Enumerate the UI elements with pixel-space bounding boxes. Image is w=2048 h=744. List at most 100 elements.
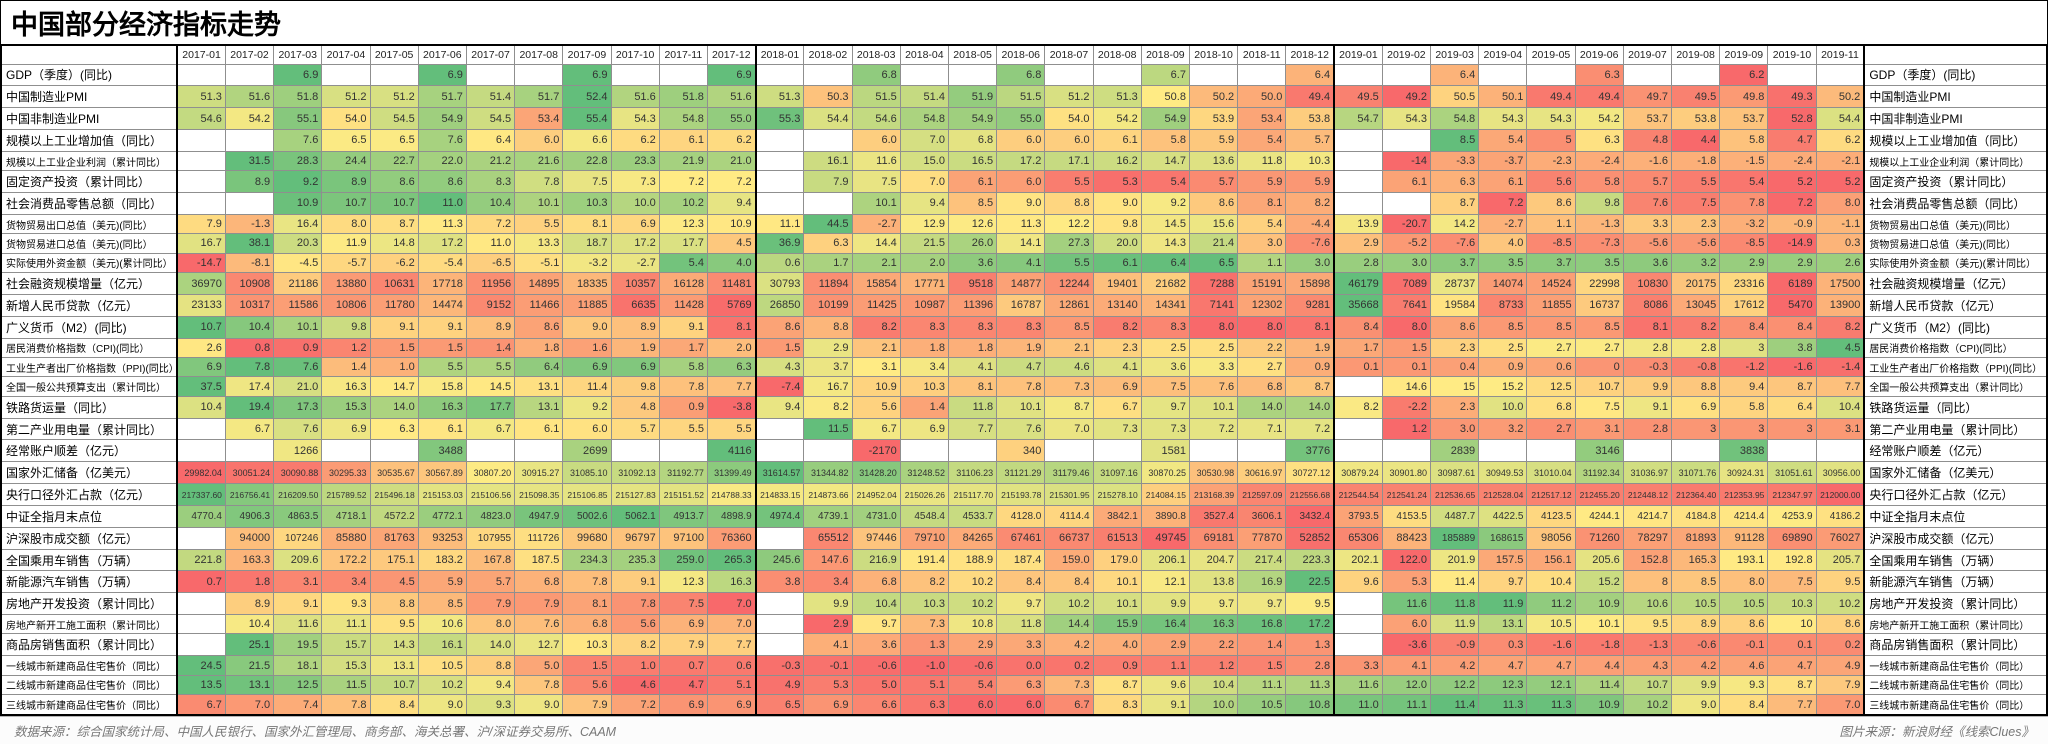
data-cell: 12.1 <box>1526 674 1576 696</box>
data-cell: -8.1 <box>224 252 275 274</box>
data-cell: 4487.7 <box>1429 504 1480 528</box>
data-cell: 5.8 <box>1574 170 1624 194</box>
data-cell: 202.1 <box>1333 548 1383 572</box>
data-cell: 15.0 <box>899 150 949 172</box>
data-cell: 2.3 <box>1429 337 1480 358</box>
data-cell: 7.8 <box>610 592 660 616</box>
data-cell: 15.9 <box>1092 614 1142 635</box>
data-cell: 2699 <box>562 439 612 463</box>
data-cell: 16.4 <box>1140 614 1190 635</box>
data-cell: 12.2 <box>1044 213 1094 235</box>
data-cell <box>803 128 853 152</box>
data-cell: 10.1 <box>273 315 323 339</box>
data-cell: 5.7 <box>1622 170 1673 194</box>
data-cell: 212544.54 <box>1333 483 1383 506</box>
data-cell: 13140 <box>1092 293 1142 317</box>
data-cell: 8086 <box>1622 293 1673 317</box>
data-cell: 5.1 <box>899 674 949 696</box>
data-cell: 9.5 <box>1622 614 1673 635</box>
data-cell: 67461 <box>996 526 1046 550</box>
row-label-left: 中证全指月末点位 <box>0 504 179 528</box>
data-cell: 2.3 <box>1092 337 1142 358</box>
data-cell: 8.6 <box>1719 614 1769 635</box>
data-cell: 77870 <box>1237 526 1287 550</box>
data-cell: 4.7 <box>1526 655 1576 676</box>
data-cell: 6.6 <box>562 128 612 152</box>
data-cell: 52.4 <box>562 85 612 109</box>
data-cell: 51.5 <box>996 85 1046 109</box>
data-cell <box>658 439 708 463</box>
data-cell: 15.2 <box>1574 570 1624 594</box>
data-cell: 71260 <box>1574 526 1624 550</box>
data-cell: 8.1 <box>1237 192 1287 215</box>
data-cell <box>610 439 660 463</box>
table-row: 中国制造业PMI 51.3 51.6 51.8 51.2 51.2 51.7 51.4 51.7… <box>0 85 2048 109</box>
data-cell: 31121.29 <box>996 461 1046 485</box>
row-label-right: 固定资产投资（累计同比） <box>1863 170 2048 194</box>
data-cell: 7.3 <box>610 170 660 194</box>
data-cell: 9.4 <box>755 395 805 419</box>
data-cell: 53.8 <box>1285 107 1336 130</box>
data-cell: 2.5 <box>1478 337 1528 358</box>
data-cell: 0.3 <box>1478 633 1528 657</box>
data-cell: 24.5 <box>176 655 226 676</box>
data-cell: 2.7 <box>1574 337 1624 358</box>
data-cell: 11.0 <box>465 233 516 254</box>
data-cell: 9.2 <box>273 170 323 194</box>
data-cell: 6635 <box>610 293 660 317</box>
data-cell: 11.8 <box>1429 592 1480 616</box>
data-cell: 214952.04 <box>851 483 901 506</box>
data-cell: 15.2 <box>1478 376 1528 397</box>
data-cell: 10.5 <box>1719 592 1769 616</box>
data-cell: 5.7 <box>465 570 516 594</box>
data-cell: 11.1 <box>1237 674 1287 696</box>
data-cell: 2.6 <box>1815 252 1866 274</box>
data-cell: 50.2 <box>1188 85 1239 109</box>
data-cell: 1.1 <box>1237 252 1287 274</box>
data-cell: 10.1 <box>1092 592 1142 616</box>
data-cell: 4.6 <box>1719 655 1769 676</box>
data-cell: 8.9 <box>321 170 371 194</box>
row-label-left: 国家外汇储备（亿美元） <box>0 461 179 485</box>
data-cell: 5.5 <box>1044 170 1094 194</box>
data-cell: 3.1 <box>1574 417 1624 441</box>
data-cell: 6.9 <box>610 356 660 378</box>
data-cell: 12.9 <box>899 213 949 235</box>
data-cell <box>321 439 371 463</box>
data-cell: 50.1 <box>1478 85 1528 109</box>
row-label-left: 房地产新开工施工面积（累计同比） <box>0 614 179 635</box>
data-cell: 234.3 <box>562 548 612 572</box>
data-cell: 7.5 <box>658 592 708 616</box>
data-cell: 6.0 <box>947 694 998 716</box>
data-cell: 11.6 <box>1381 592 1431 616</box>
page-title: 中国部分经济指标走势 <box>0 0 2048 44</box>
data-cell: 4.2 <box>1429 655 1480 676</box>
data-cell: 50.0 <box>1237 85 1287 109</box>
data-cell: 6.7 <box>465 417 516 441</box>
data-cell: 4214.7 <box>1622 504 1673 528</box>
data-cell: 51.6 <box>610 85 660 109</box>
data-cell <box>1670 439 1721 463</box>
data-cell <box>224 439 275 463</box>
data-cell: -2.7 <box>851 213 901 235</box>
data-cell: 2.9 <box>803 337 853 358</box>
data-cell: 2839 <box>1429 439 1480 463</box>
data-cell: 14.3 <box>1140 233 1190 254</box>
row-label-right: 新能源汽车销售（万辆） <box>1863 570 2048 594</box>
data-cell: 51.3 <box>1092 85 1142 109</box>
data-cell: 206.1 <box>1140 548 1190 572</box>
data-cell: 1.7 <box>1333 337 1383 358</box>
data-cell: 7.6 <box>273 417 323 441</box>
data-cell: 38.1 <box>224 233 275 254</box>
data-cell: 8.8 <box>803 315 853 339</box>
data-cell: 4770.4 <box>176 504 226 528</box>
data-cell: 185889 <box>1429 526 1480 550</box>
data-cell: 2.7 <box>1526 417 1576 441</box>
data-cell: 50.3 <box>803 85 853 109</box>
data-cell: 16.4 <box>273 213 323 235</box>
data-cell: 2.9 <box>1767 252 1817 274</box>
data-cell: 21.4 <box>1188 233 1239 254</box>
row-label-left: 央行口径外汇占款（亿元） <box>0 483 179 506</box>
data-cell: 5.0 <box>514 655 564 676</box>
data-cell: 4974.4 <box>755 504 805 528</box>
